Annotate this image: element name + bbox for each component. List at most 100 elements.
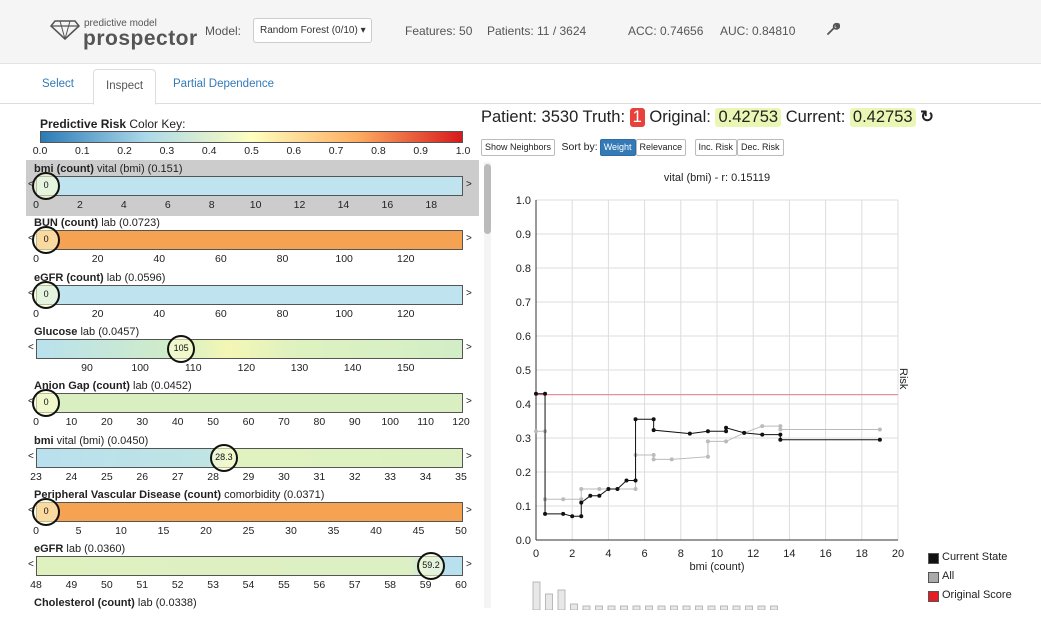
color-key-tick: 0.9 xyxy=(413,145,428,157)
feature-tick: 50 xyxy=(455,524,467,537)
current-value-marker[interactable]: 0 xyxy=(32,389,61,418)
legend-swatch xyxy=(928,591,939,602)
y-tick-label: 0.5 xyxy=(516,365,531,377)
feature-tick: 20 xyxy=(100,416,113,429)
feature-value-bar[interactable] xyxy=(36,501,463,522)
feature-row[interactable]: Cholesterol (count) lab (0.0338) xyxy=(26,594,479,610)
decrease-arrow[interactable]: < xyxy=(28,233,34,245)
decrease-arrow[interactable]: < xyxy=(28,396,34,408)
current-value-marker[interactable]: 28.3 xyxy=(209,443,238,472)
y-tick-label: 1.0 xyxy=(516,195,531,207)
increase-arrow[interactable]: > xyxy=(466,396,472,408)
feature-tick: 54 xyxy=(242,579,255,592)
increase-arrow[interactable]: > xyxy=(466,504,472,516)
decrease-arrow[interactable]: < xyxy=(28,287,34,299)
sort-weight-button[interactable]: Weight xyxy=(599,139,636,156)
feature-value-bar[interactable] xyxy=(36,556,463,577)
color-key-tick: 0.8 xyxy=(371,145,386,157)
current-state-point xyxy=(724,425,729,430)
scrollbar-thumb[interactable] xyxy=(484,164,491,234)
all-series-point xyxy=(579,497,584,502)
auc-value: AUC: 0.84810 xyxy=(720,24,796,38)
all-series-point xyxy=(633,487,638,491)
increase-arrow[interactable]: > xyxy=(466,341,472,353)
feature-row[interactable]: Glucose lab (0.0457) < >90 100 110 120 130 140 1… xyxy=(26,323,479,379)
current-value-marker[interactable]: 105 xyxy=(167,334,196,363)
feature-row[interactable]: Peripheral Vascular Disease (count) como… xyxy=(26,486,479,542)
feature-tick: 34 xyxy=(419,470,432,483)
tab-inspect[interactable]: Inspect xyxy=(93,69,157,105)
feature-tick: 51 xyxy=(136,579,149,592)
partial-dependence-chart[interactable]: 0 2 4 6 8 10 12 14 16 18 20 0.0 0.1 0.2 0.3 0.4 0.5 0.6 0.… xyxy=(495,160,935,610)
x-tick-label: 12 xyxy=(747,548,759,560)
feature-tick: 4 xyxy=(120,199,127,211)
all-series-point xyxy=(669,457,674,462)
model-select[interactable]: Random Forest (0/10) ▾ xyxy=(253,18,372,43)
increase-arrow[interactable]: > xyxy=(466,233,472,245)
tab-partial-dependence[interactable]: Partial Dependence xyxy=(173,78,275,90)
decrease-arrow[interactable]: < xyxy=(28,341,34,353)
feature-row[interactable]: eGFR lab (0.0360) < >48 49 50 51 52 53 54 55 56 57 5… xyxy=(26,540,479,596)
histogram-bar xyxy=(607,605,616,610)
histogram-bar xyxy=(732,605,741,610)
decrease-arrow[interactable]: < xyxy=(28,559,34,571)
increase-arrow[interactable]: > xyxy=(466,179,472,190)
tab-select[interactable]: Select xyxy=(42,78,74,90)
feature-value-bar[interactable] xyxy=(36,230,463,251)
current-value-marker[interactable]: 0 xyxy=(32,497,61,526)
increase-arrow[interactable]: > xyxy=(466,287,472,299)
feature-value-bar[interactable] xyxy=(36,338,463,359)
decrease-arrow[interactable]: < xyxy=(28,179,34,190)
decrease-arrow[interactable]: < xyxy=(28,504,34,516)
increase-arrow[interactable]: > xyxy=(466,450,472,462)
feature-value-bar[interactable] xyxy=(36,447,463,468)
patient-header: Patient: 3530 Truth: 1 Original: 0.42753… xyxy=(481,107,934,127)
feature-tick: 14 xyxy=(337,199,350,211)
logo-title: prospector xyxy=(83,27,198,50)
current-value-marker[interactable]: 0 xyxy=(32,226,61,255)
feature-tick: 40 xyxy=(171,416,184,429)
histogram-bar xyxy=(570,603,578,610)
current-value-marker[interactable]: 0 xyxy=(32,280,61,309)
histogram-bar xyxy=(532,581,541,610)
inc-risk-button[interactable]: Inc. Risk xyxy=(694,139,738,156)
feature-value-bar[interactable] xyxy=(36,393,463,414)
current-state-point xyxy=(742,430,747,435)
y-tick-label: 0.4 xyxy=(516,399,531,411)
current-state-point xyxy=(543,391,548,396)
feature-tick: 28 xyxy=(207,470,219,483)
feature-tick: 29 xyxy=(242,470,255,483)
color-key-tick: 0.4 xyxy=(201,145,217,157)
truth-label: Truth: xyxy=(582,108,626,126)
feature-row[interactable]: eGFR (count) lab (0.0596) < >0 20 40 60 80 100 1… xyxy=(26,269,479,325)
histogram-bar xyxy=(695,605,703,610)
y-tick-label: 0.6 xyxy=(516,331,531,343)
feature-row[interactable]: bmi vital (bmi) (0.0450) < >23 24 25 26 27 28 29… xyxy=(26,432,479,488)
feature-tick: 23 xyxy=(30,470,42,483)
dec-risk-button[interactable]: Dec. Risk xyxy=(737,139,784,156)
increase-arrow[interactable]: > xyxy=(466,559,472,571)
feature-value-bar[interactable] xyxy=(36,176,463,196)
feature-list[interactable]: bmi (count) vital (bmi) (0.151) < >0 2 4 6 8 10… xyxy=(26,160,479,610)
histogram-bar xyxy=(620,605,628,610)
feature-row[interactable]: bmi (count) vital (bmi) (0.151) < >0 2 4 6 8 10… xyxy=(26,160,479,216)
feature-tick: 120 xyxy=(452,416,470,429)
current-value-marker[interactable]: 59.2 xyxy=(416,552,445,581)
feature-tick: 25 xyxy=(100,470,113,483)
feature-value-bar[interactable] xyxy=(36,284,463,305)
feature-list-scrollbar[interactable] xyxy=(484,162,491,608)
decrease-arrow[interactable]: < xyxy=(28,450,34,462)
x-tick-label: 0 xyxy=(533,548,539,560)
reset-icon[interactable]: ↻ xyxy=(920,108,934,126)
current-value-marker[interactable]: 0 xyxy=(32,172,61,200)
all-series-point xyxy=(877,427,882,432)
show-neighbors-button[interactable]: Show Neighbors xyxy=(481,139,556,156)
feature-name: eGFR lab (0.0360) xyxy=(34,543,126,556)
feature-row[interactable]: Anion Gap (count) lab (0.0452) < >0 10 20 30 4… xyxy=(26,377,479,433)
sort-relevance-button[interactable]: Relevance xyxy=(635,139,687,156)
feature-tick: 0 xyxy=(33,253,39,266)
y-tick-label: 0.1 xyxy=(516,501,531,513)
wrench-icon[interactable] xyxy=(826,22,841,39)
feature-tick: 33 xyxy=(384,470,396,483)
feature-row[interactable]: BUN (count) lab (0.0723) < >0 20 40 60 80 100 12… xyxy=(26,214,479,270)
